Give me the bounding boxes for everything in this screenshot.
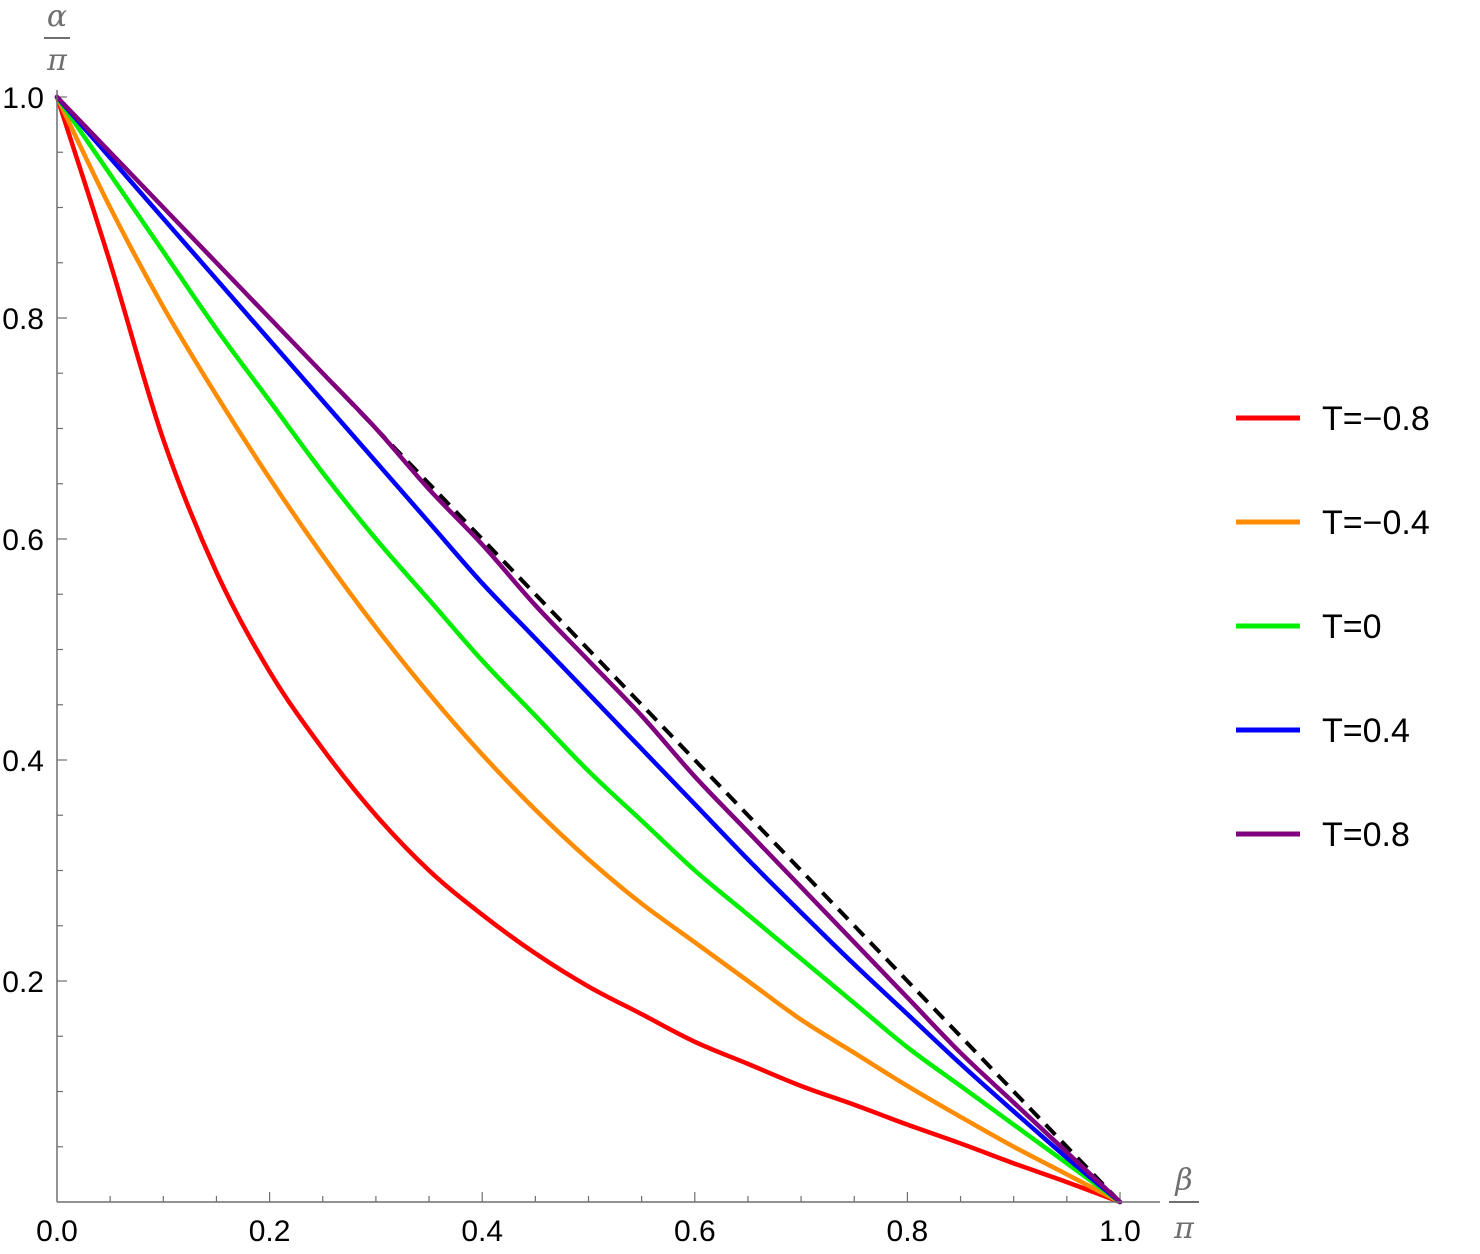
legend-label: T=0: [1322, 608, 1382, 646]
x-tick-label: 0.8: [887, 1215, 929, 1248]
series-line-3: [54, 94, 1123, 1205]
y-axis-label-numerator: α: [47, 0, 67, 34]
legend-label: T=−0.8: [1322, 400, 1430, 438]
legend-label: T=0.4: [1322, 712, 1410, 750]
y-axis-label-denominator: π: [46, 43, 68, 78]
legend-label: T=−0.4: [1322, 504, 1430, 542]
x-tick-label: 1.0: [1099, 1215, 1141, 1248]
series-line-0: [54, 94, 1123, 1205]
x-tick-label: 0.0: [36, 1215, 78, 1248]
x-tick-label: 0.6: [674, 1215, 716, 1248]
series-line-2: [54, 94, 1123, 1205]
y-tick-label: 0.2: [2, 966, 44, 999]
axis-ticks: 0.0 0.2 0.4 0.6 0.8 1.0 0.2 0.4 0.6 0.8 1.0: [2, 82, 1141, 1248]
x-tick-label: 0.4: [461, 1215, 503, 1248]
x-axis-label-numerator: β: [1174, 1163, 1192, 1198]
series-line-1: [54, 94, 1123, 1205]
x-axis-label: β π: [1169, 1163, 1199, 1246]
x-axis-label-denominator: π: [1173, 1211, 1195, 1246]
y-tick-label: 0.8: [2, 303, 44, 336]
legend: T=−0.8 T=−0.4 T=0 T=0.4 T=0.8: [1236, 400, 1430, 854]
series-line-4: [54, 94, 1123, 1205]
plot-lines: [54, 94, 1123, 1205]
legend-label: T=0.8: [1322, 816, 1410, 854]
y-tick-label: 0.6: [2, 524, 44, 557]
y-tick-label: 0.4: [2, 745, 44, 778]
y-tick-label: 1.0: [2, 82, 44, 115]
axes: [56, 90, 1160, 1203]
x-tick-label: 0.2: [249, 1215, 291, 1248]
y-axis-label: α π: [44, 0, 70, 78]
